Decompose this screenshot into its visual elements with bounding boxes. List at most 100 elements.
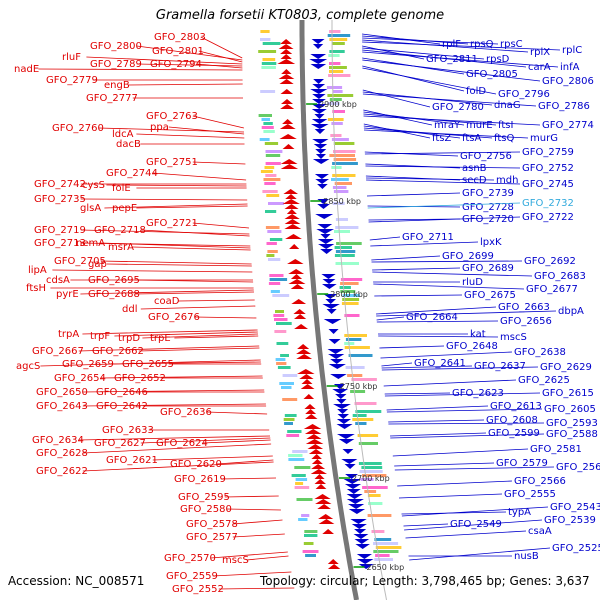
color-block — [362, 486, 388, 489]
label-leader-line — [80, 198, 248, 201]
forward-gene-arrow — [332, 389, 348, 394]
label-leader-line — [401, 506, 549, 517]
label-leader-line — [78, 435, 271, 441]
label-leader-line — [384, 392, 541, 397]
color-block — [276, 342, 289, 345]
kbp-tick-label: 2900 kbp — [319, 100, 357, 109]
forward-gene-arrow — [309, 59, 328, 64]
label-leader-line — [192, 161, 246, 165]
gene-label: GFO_2780 — [432, 102, 484, 113]
color-block — [336, 242, 362, 245]
reverse-gene-arrow — [281, 99, 293, 104]
forward-gene-arrow — [341, 459, 358, 464]
label-leader-line — [136, 133, 245, 139]
gene-label: GFO_2745 — [522, 179, 574, 190]
label-leader-line — [374, 294, 463, 297]
label-leader-line — [82, 403, 266, 407]
color-block — [266, 242, 277, 245]
gene-label: GFO_2629 — [540, 362, 592, 373]
forward-gene-arrow — [313, 44, 324, 49]
reverse-gene-arrow — [280, 39, 292, 44]
reverse-gene-arrow — [310, 469, 327, 474]
forward-gene-arrow — [314, 129, 326, 134]
gene-label: dnaG — [494, 100, 521, 111]
color-block — [282, 374, 298, 377]
color-block — [329, 154, 355, 157]
forward-gene-arrow — [317, 224, 333, 229]
gene-label: lpxK — [480, 237, 502, 248]
gene-label: ddl — [122, 304, 137, 315]
label-leader-line — [140, 437, 271, 444]
forward-gene-arrow — [350, 519, 367, 524]
label-leader-line — [366, 179, 521, 185]
accession-label: Accession: — [8, 574, 72, 588]
forward-gene-arrow — [317, 239, 334, 244]
color-block — [373, 542, 399, 545]
forward-gene-arrow — [320, 234, 331, 239]
gene-label: GFO_2794 — [150, 59, 202, 70]
gene-label: infA — [560, 62, 580, 73]
gene-label: GFO_2803 — [154, 32, 206, 43]
gene-label: murG — [530, 133, 558, 144]
label-leader-line — [381, 366, 539, 371]
color-block — [296, 498, 313, 501]
color-block — [375, 554, 390, 557]
color-block — [269, 278, 288, 281]
forward-gene-arrow — [342, 449, 354, 454]
reverse-gene-arrow — [280, 89, 294, 94]
gene-label: GFO_2779 — [46, 75, 98, 86]
gene-label: nadE — [14, 64, 39, 75]
label-leader-line — [376, 310, 557, 317]
label-leader-line — [383, 379, 517, 387]
genome-backbone — [299, 20, 387, 600]
label-leader-line — [388, 419, 485, 423]
gene-label: GFO_2774 — [542, 120, 594, 131]
gene-label: GFO_2667 — [32, 346, 84, 357]
gene-label: pyrE — [56, 289, 79, 300]
gene-label: GFO_2719 — [34, 225, 86, 236]
color-block — [264, 142, 279, 145]
gene-label: gap — [88, 259, 107, 270]
color-block — [331, 138, 349, 141]
color-block — [332, 186, 347, 189]
topology-label: Topology: — [260, 574, 317, 588]
label-leader-line — [100, 260, 252, 265]
color-block — [342, 294, 360, 297]
forward-gene-arrow — [337, 414, 349, 419]
color-block — [331, 42, 345, 45]
color-block — [332, 174, 356, 177]
reverse-gene-arrow — [306, 434, 322, 439]
gene-label: GFO_2801 — [152, 46, 204, 57]
forward-gene-arrow — [328, 329, 339, 334]
label-leader-line — [108, 361, 261, 365]
gene-label: GFO_2742 — [34, 179, 86, 190]
gene-label: GFO_2620 — [170, 459, 222, 470]
label-leader-line — [363, 129, 529, 139]
label-leader-line — [82, 443, 272, 454]
gene-label: GFO_2656 — [500, 316, 552, 327]
color-block — [352, 414, 367, 417]
gene-label: GFO_2641 — [414, 358, 466, 369]
forward-gene-arrow — [330, 359, 344, 364]
color-block — [294, 486, 310, 489]
label-leader-line — [394, 462, 495, 467]
outer-ring-line — [331, 20, 387, 600]
gene-label: GFO_2751 — [146, 157, 198, 168]
reverse-gene-arrow — [307, 444, 324, 449]
color-block — [332, 202, 345, 205]
gene-label: GFO_2623 — [452, 388, 504, 399]
gene-label: GFO_2688 — [88, 289, 140, 300]
color-block — [258, 114, 272, 117]
gene-label: csaA — [528, 526, 552, 537]
reverse-gene-arrow — [288, 269, 305, 274]
color-block — [304, 534, 318, 537]
gene-label: GFO_2642 — [96, 401, 148, 412]
forward-gene-arrow — [310, 54, 327, 59]
label-leader-line — [390, 433, 545, 439]
gene-label: GFO_2633 — [102, 425, 154, 436]
label-leader-line — [138, 347, 260, 352]
gene-label: GFO_2756 — [460, 151, 512, 162]
color-block — [295, 482, 304, 485]
forward-gene-arrow — [312, 139, 329, 144]
gene-label: GFO_2735 — [34, 194, 86, 205]
